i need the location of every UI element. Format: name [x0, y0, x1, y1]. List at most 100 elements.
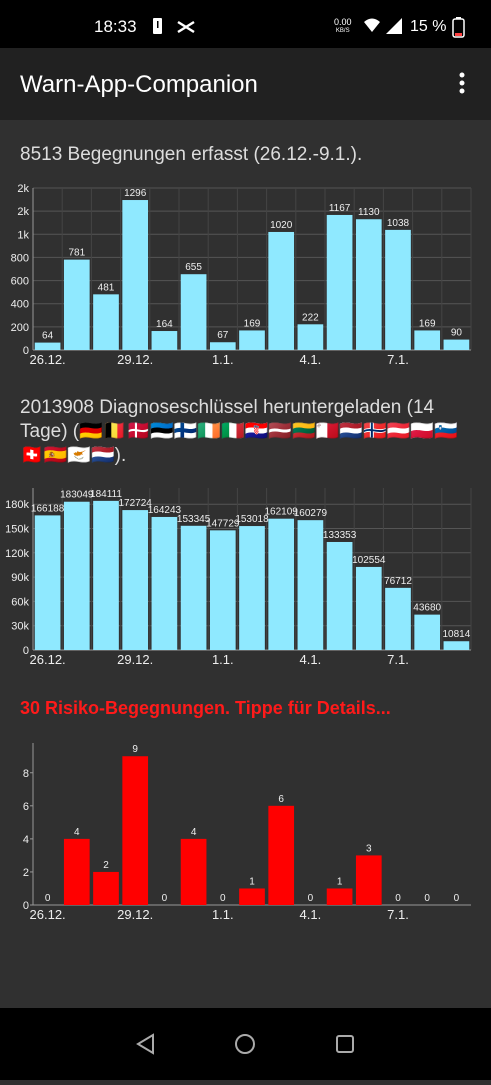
data-label: 1: [337, 876, 343, 887]
data-label: 184111: [90, 489, 122, 500]
battery-icon: [452, 17, 465, 38]
data-label: 64: [42, 331, 54, 342]
battery-text: 15 %: [410, 18, 447, 35]
x-tick-label: 29.12.: [117, 652, 153, 667]
y-tick-label: 0: [23, 645, 29, 657]
data-label: 67: [217, 330, 229, 341]
x-tick-label: 26.12.: [30, 652, 66, 667]
net-speed-unit: KB/S: [335, 28, 350, 34]
x-tick-label: 26.12.: [30, 352, 66, 367]
bar: [355, 855, 382, 905]
data-label: 4: [74, 827, 80, 838]
bar: [268, 518, 295, 650]
data-label: 102554: [352, 555, 386, 566]
bar: [297, 520, 324, 650]
data-label: 153018: [235, 514, 269, 525]
data-label: 169: [244, 318, 261, 329]
bar: [268, 231, 295, 350]
bar: [326, 888, 353, 905]
y-tick-label: 2k: [17, 206, 29, 218]
data-label: 1038: [387, 218, 410, 229]
bar: [180, 274, 207, 350]
nav-bar: [0, 1008, 491, 1080]
y-tick-label: 1k: [17, 229, 29, 241]
data-label: 0: [424, 893, 430, 904]
data-label: 164: [156, 319, 173, 330]
data-label: 1296: [124, 188, 147, 199]
bar: [414, 330, 441, 350]
bar: [180, 838, 207, 905]
y-tick-label: 60k: [11, 596, 29, 608]
chart-title: 8513 Begegnungen erfasst (26.12.-9.1.).: [20, 144, 363, 165]
data-label: 0: [45, 893, 51, 904]
y-tick-label: 30k: [11, 621, 29, 633]
bar: [122, 200, 149, 350]
clock: 18:33: [94, 17, 137, 36]
x-tick-label: 4.1.: [300, 652, 322, 667]
bar: [34, 342, 61, 350]
chart-title[interactable]: 30 Risiko-Begegnungen. Tippe für Details…: [20, 698, 391, 718]
bar: [63, 838, 90, 905]
back-button[interactable]: [136, 1033, 154, 1055]
y-tick-label: 120k: [5, 548, 29, 560]
data-label: 164243: [148, 505, 182, 516]
bar: [239, 330, 265, 350]
bar: [414, 614, 441, 650]
bar: [209, 530, 236, 650]
data-label: 172724: [119, 498, 153, 509]
data-label: 2: [103, 860, 109, 871]
x-tick-label: 26.12.: [30, 907, 66, 922]
y-tick-label: 6: [23, 801, 29, 813]
x-tick-label: 7.1.: [387, 907, 409, 922]
bar: [239, 526, 265, 650]
data-label: 655: [185, 262, 202, 273]
bar: [63, 501, 90, 650]
data-label: 481: [98, 282, 115, 293]
data-label: 1130: [358, 207, 380, 218]
x-tick-label: 1.1.: [212, 907, 234, 922]
app-bar: Warn-App-Companion: [0, 48, 491, 120]
bar: [385, 587, 411, 650]
bar: [297, 324, 324, 350]
x-tick-label: 1.1.: [212, 352, 234, 367]
chart: 0 30k 60k 90k 120k 150k 180k 26.12. 166188 183049…: [5, 488, 472, 667]
x-tick-label: 29.12.: [117, 352, 153, 367]
nav-buttons: [136, 1033, 354, 1055]
bar: [355, 219, 382, 350]
y-tick-label: 180k: [5, 499, 29, 511]
signal-icons: [364, 18, 402, 34]
data-label: 6: [278, 794, 284, 805]
y-tick-label: 600: [11, 276, 29, 288]
x-tick-label: 7.1.: [387, 652, 409, 667]
bar: [122, 756, 149, 905]
bar: [326, 214, 353, 350]
y-tick-label: 0: [23, 345, 29, 357]
data-label: 169: [419, 318, 436, 329]
data-label: 1: [249, 876, 255, 887]
y-tick-label: 400: [11, 299, 29, 311]
data-label: 160279: [294, 508, 328, 519]
data-label: 0: [220, 893, 226, 904]
data-label: 3: [366, 843, 372, 854]
net-speed-value: 0.00: [334, 17, 352, 27]
data-label: 0: [395, 893, 401, 904]
bar: [93, 871, 119, 905]
data-label: 0: [162, 893, 168, 904]
data-label: 153345: [177, 514, 211, 525]
y-tick-label: 800: [11, 252, 29, 264]
recents-button[interactable]: [336, 1035, 354, 1053]
y-tick-label: 0: [23, 900, 29, 912]
y-tick-label: 90k: [11, 572, 29, 584]
status-bar: 18:33 0.00 KB/S 15 %: [0, 0, 491, 48]
bar: [122, 510, 149, 650]
home-button[interactable]: [235, 1034, 255, 1054]
app-title: Warn-App-Companion: [20, 71, 258, 98]
bar: [239, 888, 265, 905]
y-tick-label: 200: [11, 322, 29, 334]
bar: [385, 229, 411, 350]
y-tick-label: 4: [23, 834, 29, 846]
menu-button[interactable]: [455, 70, 469, 98]
x-tick-label: 29.12.: [117, 907, 153, 922]
data-label: 222: [302, 312, 319, 323]
y-tick-label: 2k: [17, 183, 29, 195]
